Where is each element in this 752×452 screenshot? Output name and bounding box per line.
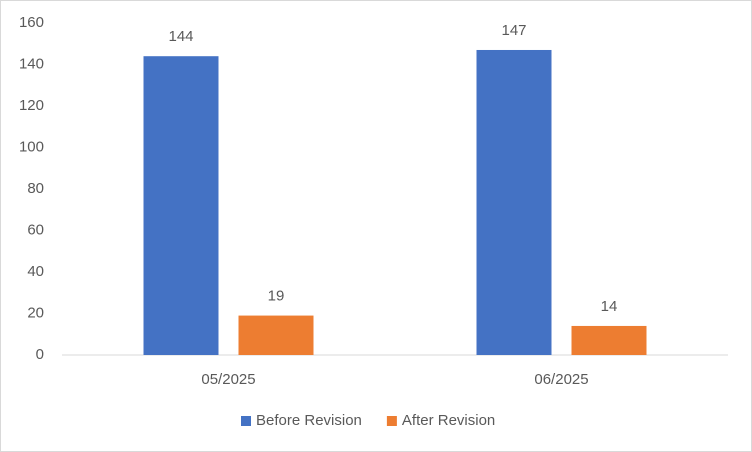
y-tick-label: 160 (19, 14, 44, 31)
bar (143, 56, 219, 355)
legend-label: After Revision (402, 412, 495, 429)
legend-swatch (386, 416, 397, 426)
y-tick-label: 20 (27, 304, 44, 321)
y-tick-label: 120 (19, 97, 44, 114)
y-tick-label: 0 (36, 346, 44, 363)
y-tick-label: 40 (27, 263, 44, 280)
bar (571, 325, 647, 355)
y-tick-label: 80 (27, 180, 44, 197)
y-tick-label: 140 (19, 55, 44, 72)
bar (476, 49, 552, 355)
bar (238, 315, 314, 355)
y-tick-label: 100 (19, 138, 44, 155)
data-label: 14 (601, 298, 618, 315)
legend-label: Before Revision (256, 412, 362, 429)
x-tick-label: 06/2025 (534, 371, 588, 388)
data-label: 19 (268, 288, 285, 305)
y-tick-label: 60 (27, 221, 44, 238)
data-label: 147 (501, 22, 526, 39)
data-label: 144 (168, 28, 193, 45)
legend-swatch (241, 416, 251, 426)
x-tick-label: 05/2025 (201, 371, 255, 388)
